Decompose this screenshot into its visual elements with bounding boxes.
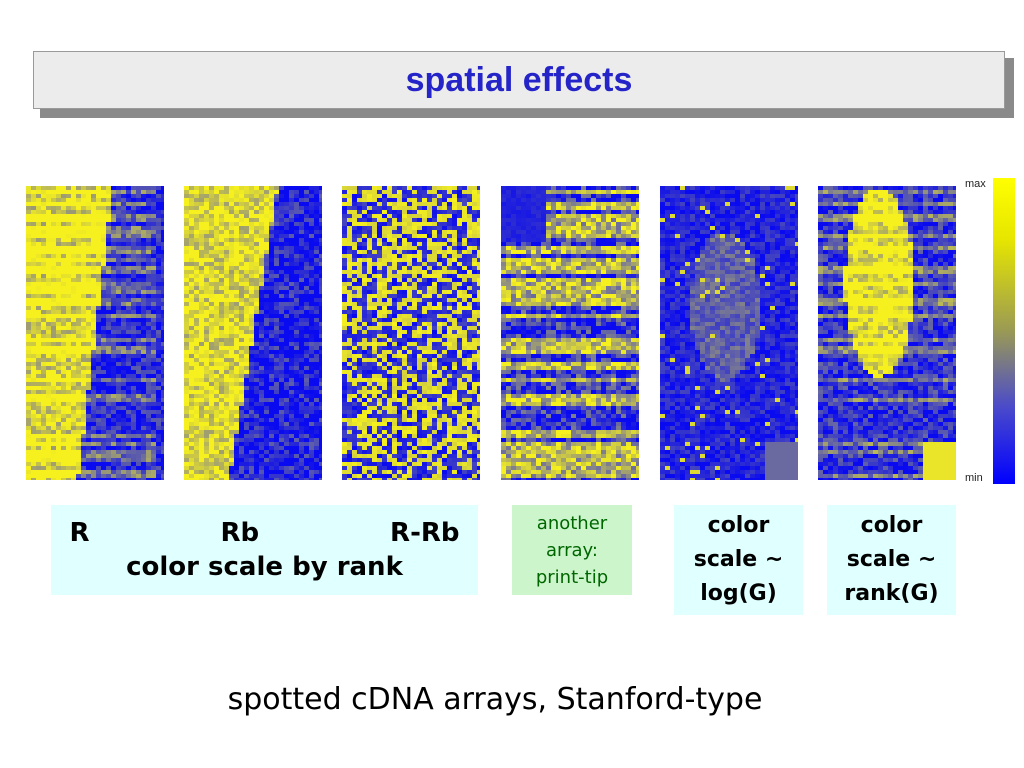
array-image-r-minus-rb xyxy=(342,186,480,480)
caption-r-rb: R Rb R-Rb color scale by rank xyxy=(51,505,478,595)
slide-title: spatial effects xyxy=(405,60,633,99)
caption-rank-g-line: rank(G) xyxy=(844,581,939,606)
caption-r-minus-rb: R-Rb xyxy=(390,518,460,548)
caption-r: R xyxy=(69,518,90,548)
caption-rb: Rb xyxy=(220,518,260,548)
array-image-print-tip xyxy=(501,186,639,480)
caption-log-g-line: scale ~ xyxy=(693,547,784,572)
caption-log-g: color scale ~ log(G) xyxy=(674,505,803,615)
caption-print-tip-line: array: xyxy=(546,539,598,561)
title-box: spatial effects xyxy=(33,51,1005,109)
caption-print-tip: another array: print-tip xyxy=(512,505,632,595)
caption-print-tip-line: another xyxy=(536,512,608,534)
array-image-r xyxy=(26,186,164,480)
caption-color-scale-by-rank: color scale by rank xyxy=(126,552,403,582)
caption-rank-g: color scale ~ rank(G) xyxy=(827,505,956,615)
colorbar-max-label: max xyxy=(965,178,986,190)
footer-caption: spotted cDNA arrays, Stanford-type xyxy=(227,682,763,717)
array-image-log-g xyxy=(660,186,798,480)
caption-rank-g-line: color xyxy=(860,513,923,538)
caption-print-tip-line: print-tip xyxy=(535,566,609,588)
array-image-rank-g xyxy=(818,186,956,480)
color-scale-bar xyxy=(993,178,1015,484)
caption-log-g-line: log(G) xyxy=(700,581,777,606)
array-image-rb xyxy=(184,186,322,480)
caption-rank-g-line: scale ~ xyxy=(846,547,937,572)
colorbar-min-label: min xyxy=(965,472,983,484)
caption-log-g-line: color xyxy=(707,513,770,538)
